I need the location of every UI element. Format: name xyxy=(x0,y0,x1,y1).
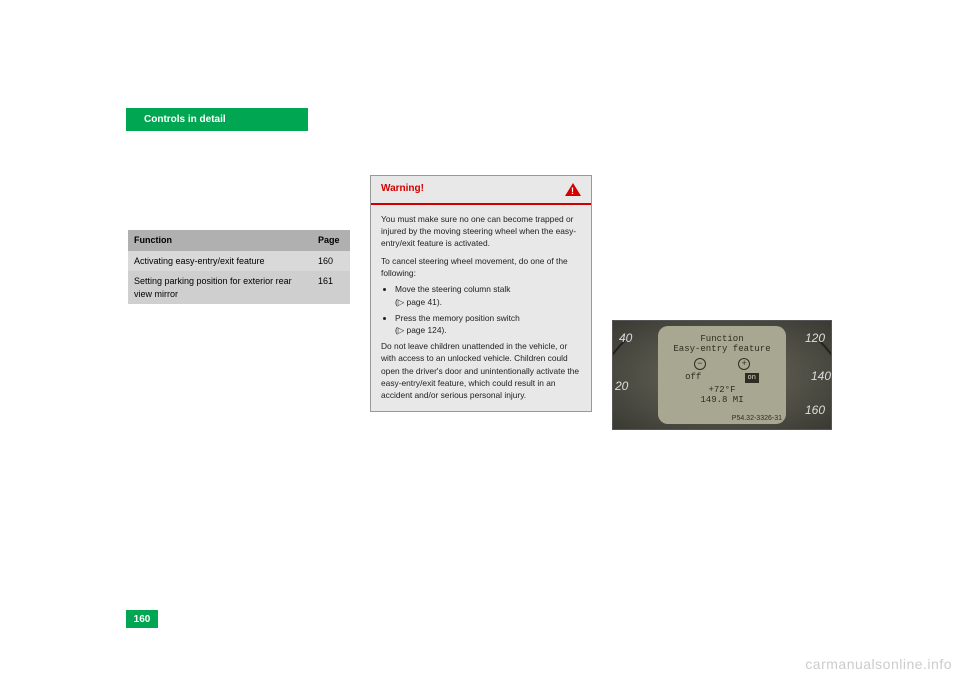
warning-title: Warning! xyxy=(381,182,424,197)
section-header: Controls in detail xyxy=(126,108,308,131)
list-ref: (▷ page 41). xyxy=(395,297,442,307)
table-row: Activating easy-entry/exit feature 160 xyxy=(128,251,350,272)
warning-list: Move the steering column stalk (▷ page 4… xyxy=(395,283,581,336)
column-right: 40 20 120 140 160 Function Easy-entry fe… xyxy=(612,175,834,430)
th-function: Function xyxy=(128,230,312,251)
display-line2: Easy-entry feature xyxy=(658,344,786,354)
dial-number: 20 xyxy=(615,379,628,393)
page-number-badge: 160 xyxy=(126,610,158,628)
display-line1: Function xyxy=(658,334,786,344)
display-miles: 149.8 MI xyxy=(658,395,786,405)
cell-page: 161 xyxy=(312,271,350,304)
warning-header: Warning! xyxy=(371,176,591,205)
list-item: Move the steering column stalk (▷ page 4… xyxy=(395,283,581,307)
display-temp: +72°F xyxy=(658,385,786,395)
dial-number: 160 xyxy=(805,403,825,417)
warning-box: Warning! You must make sure no one can b… xyxy=(370,175,592,412)
list-ref: (▷ page 124). xyxy=(395,325,447,335)
display-onoff-row: off on xyxy=(658,372,786,383)
th-page: Page xyxy=(312,230,350,251)
list-text: Move the steering column stalk xyxy=(395,284,510,294)
dial-number: 40 xyxy=(619,331,632,345)
display-buttons-row: − + xyxy=(658,358,786,370)
function-table: Function Page Activating easy-entry/exit… xyxy=(128,230,350,304)
table-header-row: Function Page xyxy=(128,230,350,251)
warning-body: You must make sure no one can become tra… xyxy=(371,205,591,412)
watermark: carmanualsonline.info xyxy=(805,656,952,672)
dial-number: 120 xyxy=(805,331,825,345)
list-text: Press the memory position switch xyxy=(395,313,520,323)
cell-page: 160 xyxy=(312,251,350,272)
column-center: Warning! You must make sure no one can b… xyxy=(370,175,592,430)
table-row: Setting parking position for exterior re… xyxy=(128,271,350,304)
on-label: on xyxy=(745,373,759,383)
minus-icon: − xyxy=(694,358,706,370)
off-label: off xyxy=(685,372,701,382)
instrument-cluster-image: 40 20 120 140 160 Function Easy-entry fe… xyxy=(612,320,832,430)
cell-function: Activating easy-entry/exit feature xyxy=(128,251,312,272)
plus-icon: + xyxy=(738,358,750,370)
image-code: P54.32-3326-31 xyxy=(732,415,782,422)
warning-text: Do not leave children unattended in the … xyxy=(381,340,581,401)
breadcrumb: Controls in detail xyxy=(144,114,226,125)
warning-text: You must make sure no one can become tra… xyxy=(381,213,581,250)
list-item: Press the memory position switch (▷ page… xyxy=(395,312,581,336)
page-number: 160 xyxy=(134,614,151,625)
cell-function: Setting parking position for exterior re… xyxy=(128,271,312,304)
dial-number: 140 xyxy=(811,369,831,383)
warning-triangle-icon xyxy=(565,183,581,196)
warning-text: To cancel steering wheel movement, do on… xyxy=(381,255,581,279)
cluster-display: Function Easy-entry feature − + off on +… xyxy=(658,326,786,424)
column-left: Function Page Activating easy-entry/exit… xyxy=(128,175,350,430)
